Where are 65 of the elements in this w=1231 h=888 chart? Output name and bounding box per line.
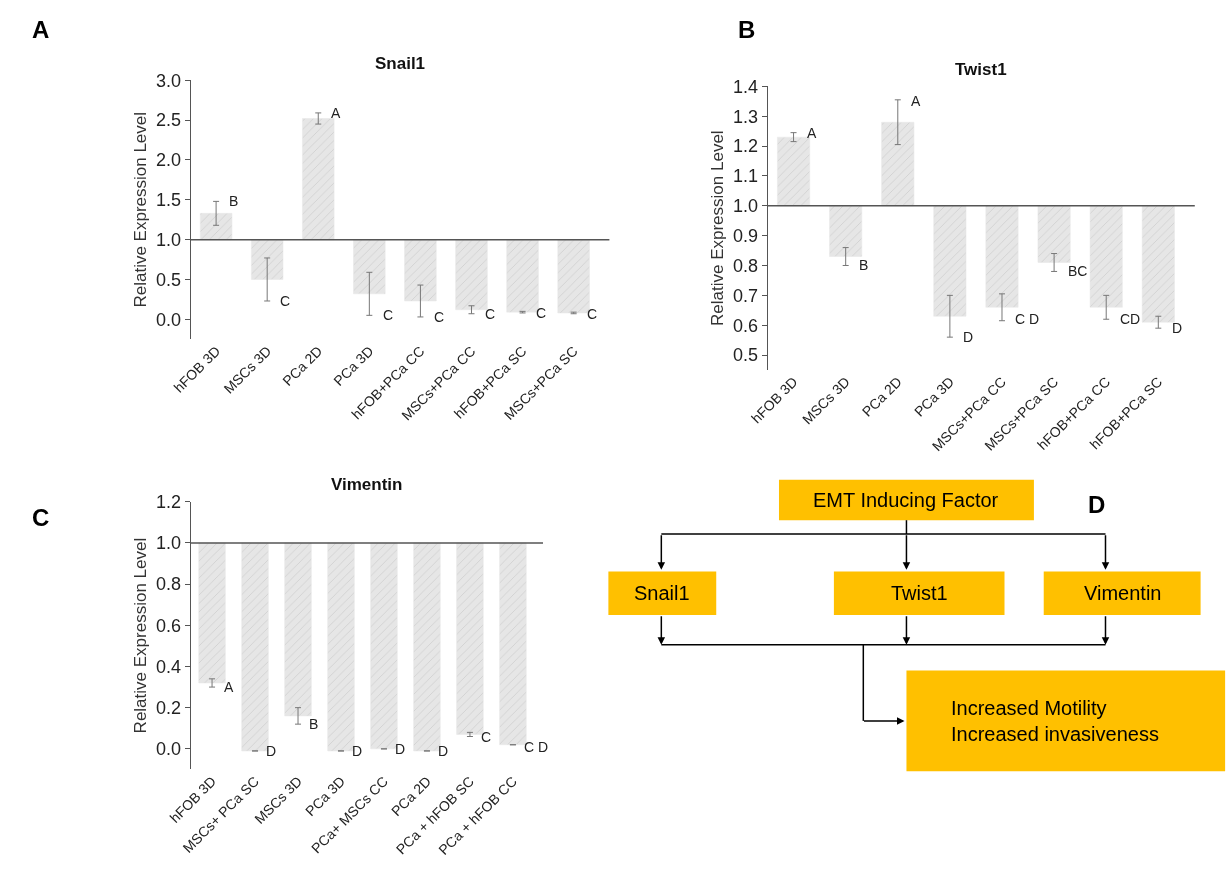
annotation: B: [859, 257, 869, 273]
annotation: D: [963, 329, 974, 345]
annotation: C: [485, 306, 496, 322]
annotation: D: [395, 741, 406, 757]
y-axis-title: Relative Expression Level: [131, 111, 151, 308]
x-tick-label: PCa 2D: [858, 373, 905, 420]
text: Twist1: [891, 582, 948, 604]
text: Vimentin: [1084, 582, 1162, 604]
y-tick-label: 2.0: [155, 150, 181, 171]
annotation: A: [331, 105, 341, 121]
y-axis-title: Relative Expression Level: [131, 537, 151, 734]
annotation: C: [434, 309, 445, 325]
y-tick-label: 1.5: [155, 190, 181, 211]
annotation: D: [1172, 320, 1183, 336]
annotation: C D: [1015, 311, 1040, 327]
y-tick-label: 0.8: [155, 574, 181, 595]
text: C: [32, 504, 50, 531]
annotation: C: [587, 306, 598, 322]
y-tick-label: 0.2: [155, 697, 181, 718]
annotation: B: [229, 193, 239, 209]
y-tick-label: 0.6: [155, 615, 181, 636]
y-tick-label: 0.8: [732, 255, 758, 276]
y-tick-label: 1.4: [732, 76, 758, 97]
annotation: D: [438, 743, 449, 759]
annotation: C: [536, 305, 547, 321]
annotation: A: [911, 93, 921, 109]
y-tick-label: 0.6: [732, 315, 758, 336]
y-tick-label: 0.7: [732, 285, 758, 306]
y-tick-label: 3.0: [155, 70, 181, 91]
annotation: B: [309, 716, 319, 732]
y-tick-label: 1.0: [732, 196, 758, 217]
annotation: C: [481, 729, 492, 745]
y-tick-label: 0.0: [155, 309, 181, 330]
text: D: [1088, 491, 1106, 518]
text: Increased Motility Increased invasiveness: [951, 697, 1159, 745]
annotation: A: [224, 679, 234, 695]
y-tick-label: 1.0: [155, 533, 181, 554]
x-tick-label: PCa 2D: [279, 343, 326, 389]
annotation: A: [807, 125, 817, 141]
chart-title: Vimentin: [331, 475, 403, 494]
annotation: C: [383, 307, 394, 323]
y-tick-label: 2.5: [155, 110, 181, 131]
annotation: C: [280, 293, 291, 309]
annotation: CD: [1120, 311, 1141, 327]
text: A: [32, 16, 50, 43]
y-tick-label: 1.3: [732, 106, 758, 127]
y-tick-label: 1.2: [732, 136, 758, 157]
y-tick-label: 1.1: [732, 166, 758, 187]
text: B: [738, 16, 756, 43]
y-tick-label: 0.4: [155, 656, 181, 677]
y-tick-label: 0.5: [732, 345, 758, 366]
y-tick-label: 1.2: [155, 491, 181, 512]
chart-title: Snail1: [375, 54, 426, 73]
y-tick-label: 0.5: [155, 269, 181, 290]
annotation: D: [266, 743, 277, 759]
chart-title: Twist1: [955, 60, 1007, 79]
annotation: C D: [524, 739, 549, 755]
y-axis-title: Relative Expression Level: [708, 130, 728, 326]
y-tick-label: 1.0: [155, 229, 181, 250]
annotation: BC: [1068, 263, 1088, 279]
text: EMT Inducing Factor: [813, 489, 999, 511]
annotation: D: [352, 743, 363, 759]
text: Snail1: [634, 582, 690, 604]
y-tick-label: 0.9: [732, 225, 758, 246]
y-tick-label: 0.0: [155, 739, 181, 760]
